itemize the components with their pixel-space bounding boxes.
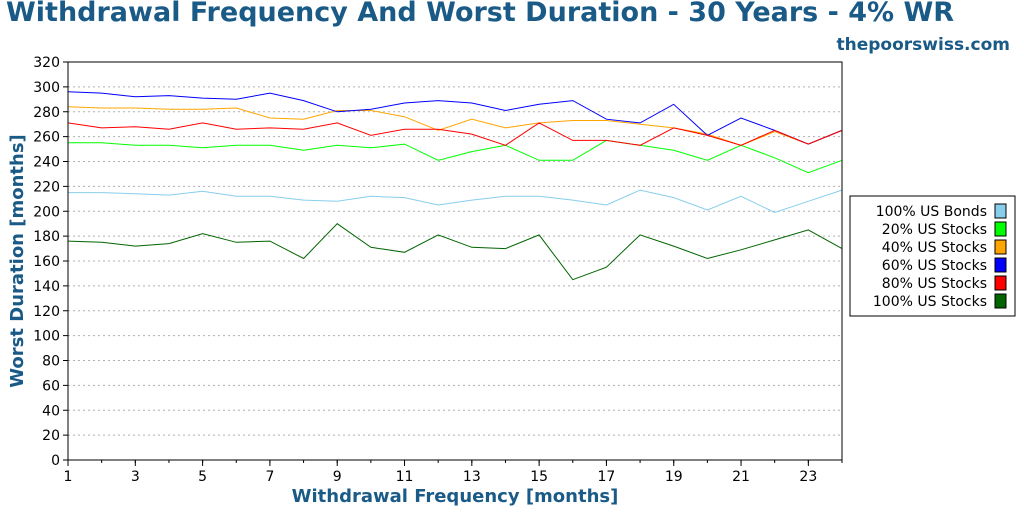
chart-title: Withdrawal Frequency And Worst Duration … (6, 0, 955, 28)
legend-swatch (994, 203, 1007, 219)
x-tick-label: 17 (598, 469, 616, 485)
y-tick-label: 260 (33, 130, 60, 146)
series-line-100-us-bonds (68, 189, 843, 214)
y-tick-label: 200 (33, 204, 60, 220)
y-tick-label: 160 (33, 254, 60, 270)
x-tick-label: 1 (64, 469, 73, 485)
y-tick-label: 140 (33, 279, 60, 295)
x-tick-label: 3 (131, 469, 140, 485)
legend-label: 60% US Stocks (882, 258, 987, 274)
y-tick-label: 40 (42, 403, 60, 419)
series-lines (67, 91, 843, 281)
y-axis-label: Worst Duration [months] (7, 134, 28, 388)
legend-swatch (994, 257, 1007, 273)
y-tick-label: 20 (42, 428, 60, 444)
legend-label: 100% US Stocks (873, 294, 987, 310)
y-tick-label: 300 (33, 80, 60, 96)
legend-swatch (994, 275, 1007, 291)
x-tick-label: 19 (665, 469, 683, 485)
x-tick-label: 9 (333, 469, 342, 485)
y-tick-label: 240 (33, 155, 60, 171)
y-tick-label: 80 (42, 354, 60, 370)
x-tick-label: 13 (463, 469, 481, 485)
y-tick-label: 180 (33, 229, 60, 245)
y-tick-label: 0 (51, 453, 60, 469)
legend: 100% US Bonds 20% US Stocks 40% US Stocks 6… (849, 195, 1016, 317)
y-tick-label: 320 (33, 55, 60, 71)
y-tick-label: 60 (42, 378, 60, 394)
legend-box (849, 195, 1016, 317)
y-tick-label: 280 (33, 105, 60, 121)
series-line-60-us-stocks (67, 91, 843, 145)
series-line-40-us-stocks (67, 106, 843, 146)
y-tick-label: 120 (33, 304, 60, 320)
series-line-100-us-stocks (67, 223, 843, 281)
legend-label: 40% US Stocks (882, 240, 987, 256)
x-axis-label: Withdrawal Frequency [months] (292, 486, 619, 507)
y-tick-label: 220 (33, 179, 60, 195)
site-label: thepoorswiss.com (836, 35, 1011, 55)
legend-swatch (994, 239, 1007, 255)
x-tick-label: 7 (265, 469, 274, 485)
legend-label: 20% US Stocks (882, 222, 987, 238)
x-tick-label: 15 (530, 469, 548, 485)
x-tick-label: 5 (198, 469, 207, 485)
x-axis-ticks: 1 3 5 7 9 11 13 15 17 19 21 23 (64, 460, 843, 485)
y-tick-label: 100 (33, 329, 60, 345)
x-tick-label: 21 (732, 469, 750, 485)
legend-label: 80% US Stocks (882, 276, 987, 292)
legend-swatch (994, 221, 1007, 237)
y-axis-ticks: 0 20 40 60 80 100 120 140 160 180 200 220 240 260 280 3… (33, 55, 68, 469)
x-tick-label: 11 (396, 469, 414, 485)
gridlines (68, 86, 842, 436)
legend-swatch (994, 293, 1007, 309)
legend-label: 100% US Bonds (876, 204, 987, 220)
series-line-20-us-stocks (68, 139, 843, 174)
series-line-80-us-stocks (67, 122, 843, 146)
x-tick-label: 23 (799, 469, 817, 485)
